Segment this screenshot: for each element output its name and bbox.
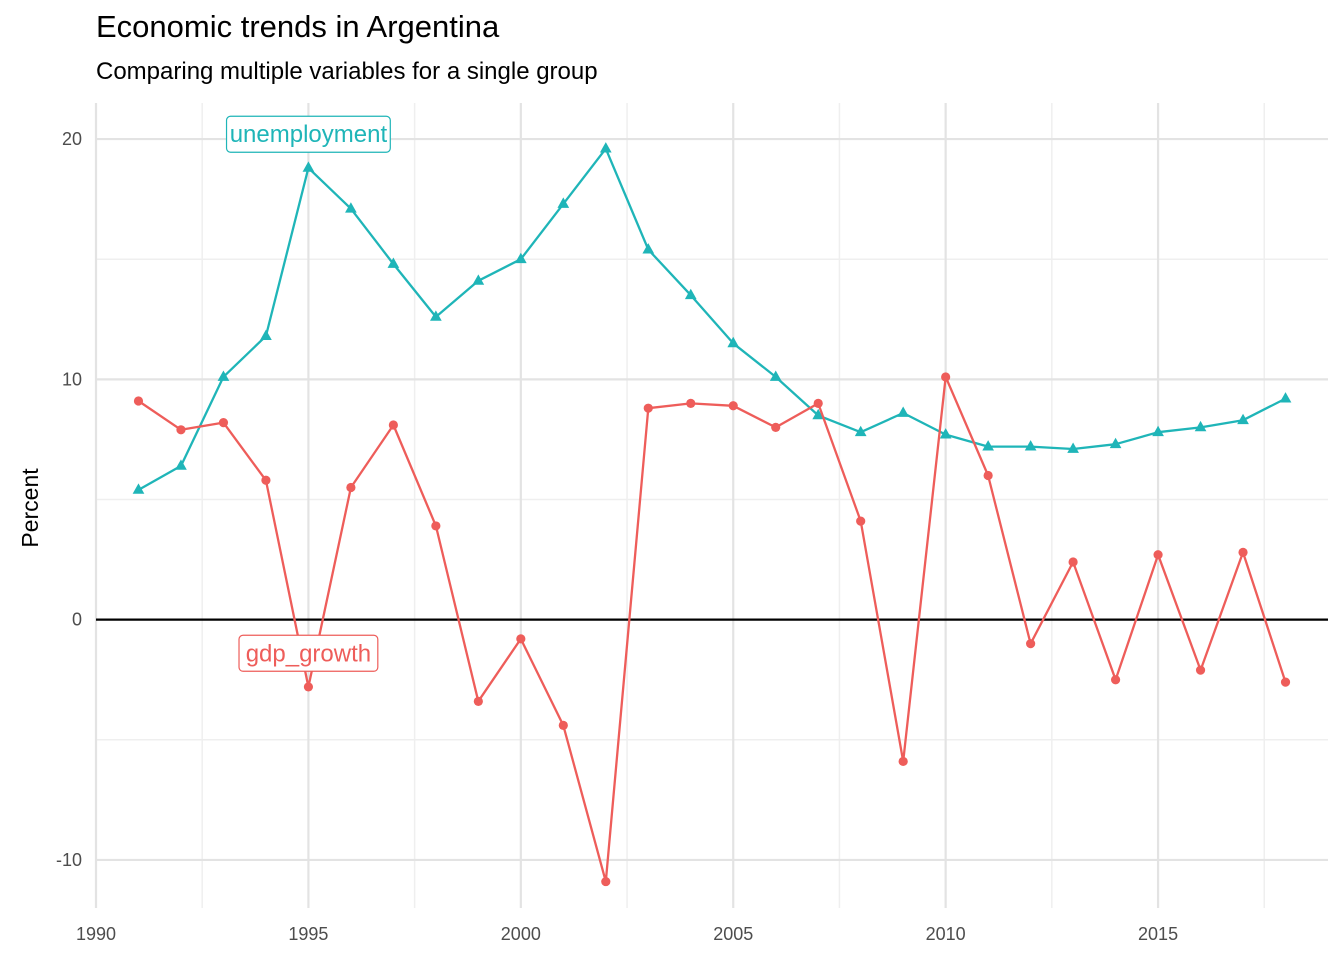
- point-gdp_growth: [856, 516, 866, 526]
- point-gdp_growth: [1195, 665, 1206, 675]
- point-unemployment: [812, 408, 825, 420]
- point-gdp_growth: [303, 682, 314, 692]
- point-gdp_growth: [1280, 677, 1291, 687]
- point-gdp_growth: [983, 470, 993, 481]
- x-tick-label: 2010: [926, 924, 966, 944]
- series-label-unemployment: unemployment: [230, 121, 388, 148]
- point-unemployment: [1067, 442, 1079, 453]
- point-unemployment: [514, 252, 527, 264]
- y-axis-label: Percent: [17, 468, 43, 548]
- axes: 1990 1995 2000 2005 2010 2015 -10 0 10 20: [56, 129, 1328, 944]
- point-unemployment: [1109, 437, 1122, 449]
- x-tick-label: 2000: [501, 924, 541, 944]
- y-tick-label: 20: [62, 129, 82, 149]
- point-unemployment: [897, 406, 910, 417]
- point-unemployment: [345, 202, 357, 213]
- point-gdp_growth: [728, 401, 738, 411]
- series-line-gdp_growth: [137, 375, 1287, 883]
- point-gdp_growth: [1026, 639, 1036, 649]
- point-unemployment: [217, 370, 230, 381]
- point-unemployment: [939, 428, 952, 439]
- point-gdp_growth: [261, 475, 271, 485]
- point-gdp_growth: [1068, 557, 1078, 567]
- y-tick-label: 10: [62, 369, 82, 389]
- point-unemployment: [557, 197, 570, 208]
- series-label-box-unemployment: [225, 115, 391, 153]
- x-tick-label: 1990: [76, 924, 116, 944]
- point-unemployment: [260, 329, 272, 340]
- point-gdp_growth: [133, 396, 144, 406]
- point-gdp_growth: [686, 398, 696, 408]
- x-tick-label: 2005: [713, 924, 753, 944]
- point-unemployment: [175, 459, 187, 470]
- chart-subtitle: Comparing multiple variables for a singl…: [96, 58, 598, 85]
- point-unemployment: [769, 370, 782, 381]
- point-gdp_growth: [1238, 547, 1248, 557]
- grid: [94, 103, 1328, 908]
- series-group: [132, 142, 1292, 887]
- series-label-gdp_growth: gdp_growth: [246, 640, 371, 667]
- point-gdp_growth: [473, 696, 483, 706]
- point-unemployment: [472, 274, 485, 285]
- point-gdp_growth: [771, 422, 781, 433]
- point-unemployment: [1194, 420, 1207, 432]
- point-gdp_growth: [388, 420, 398, 430]
- point-gdp_growth: [346, 482, 356, 493]
- point-gdp_growth: [813, 398, 823, 408]
- point-gdp_growth: [1153, 550, 1163, 560]
- point-gdp_growth: [431, 521, 441, 531]
- point-gdp_growth: [558, 720, 568, 730]
- point-gdp_growth: [1110, 675, 1121, 685]
- point-unemployment: [642, 243, 655, 254]
- point-unemployment: [1279, 392, 1292, 403]
- series-labels: unemployment gdp_growth: [225, 115, 391, 672]
- point-gdp_growth: [601, 876, 611, 887]
- point-gdp_growth: [898, 756, 908, 767]
- point-unemployment: [132, 483, 145, 494]
- point-unemployment: [1024, 440, 1037, 451]
- chart-title: Economic trends in Argentina: [96, 9, 500, 44]
- point-gdp_growth: [516, 634, 526, 644]
- point-unemployment: [387, 257, 400, 268]
- point-gdp_growth: [941, 372, 951, 382]
- y-tick-label: -10: [56, 850, 82, 870]
- x-tick-label: 1995: [288, 924, 328, 944]
- series-label-box-gdp_growth: [238, 634, 379, 672]
- point-gdp_growth: [176, 425, 186, 435]
- point-unemployment: [684, 288, 697, 300]
- point-gdp_growth: [218, 417, 229, 428]
- y-tick-label: 0: [72, 610, 82, 630]
- x-tick-label: 2015: [1138, 924, 1178, 944]
- point-unemployment: [1152, 425, 1164, 437]
- series-line-unemployment: [137, 147, 1287, 491]
- point-unemployment: [430, 310, 442, 321]
- point-gdp_growth: [643, 403, 653, 413]
- point-unemployment: [599, 142, 612, 153]
- point-unemployment: [302, 161, 315, 172]
- point-unemployment: [1237, 413, 1249, 425]
- point-unemployment: [727, 336, 740, 348]
- point-unemployment: [982, 440, 994, 451]
- point-unemployment: [854, 425, 867, 437]
